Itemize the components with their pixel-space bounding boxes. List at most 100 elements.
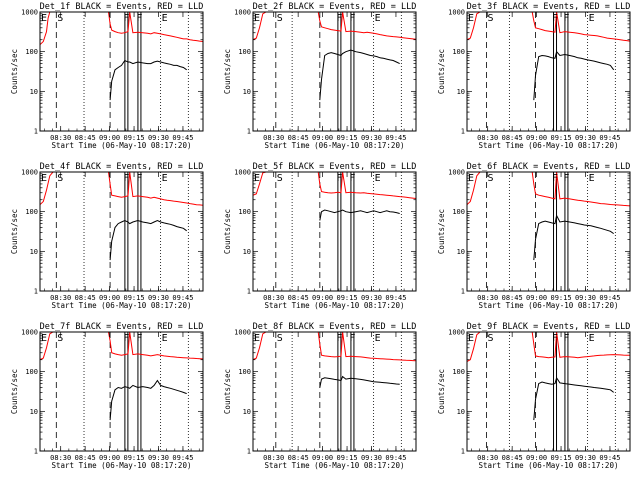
events-series-line	[533, 213, 614, 261]
y-tick-label: 10	[457, 408, 465, 416]
x-tick-label: 08:30	[50, 294, 71, 302]
y-tick-label: 1000	[234, 169, 251, 177]
y-tick-label: 100	[25, 48, 38, 56]
x-tick-label: 09:15	[124, 294, 145, 302]
x-tick-label: 09:00	[99, 134, 120, 142]
marker-label: S	[488, 173, 494, 184]
y-tick-label: 10	[457, 88, 465, 96]
marker-label: F	[349, 13, 355, 24]
marker-label: F	[136, 173, 142, 184]
x-tick-label: 08:45	[288, 294, 309, 302]
y-tick-label: 1000	[448, 169, 465, 177]
chart-title: Det_1f BLACK = Events, RED = LLD	[40, 2, 204, 12]
plot-frame	[39, 171, 204, 292]
marker-label: E	[589, 173, 595, 184]
chart-title: Det_5f BLACK = Events, RED = LLD	[253, 162, 417, 172]
chart-title: Det_9f BLACK = Events, RED = LLD	[467, 322, 631, 332]
x-tick-label: 09:45	[172, 294, 193, 302]
x-tick-label: 09:45	[599, 134, 620, 142]
marker-label: F	[136, 333, 142, 344]
x-tick-label: 09:30	[361, 134, 382, 142]
marker-label: S	[57, 333, 63, 344]
y-tick-label: 100	[238, 208, 251, 216]
events-series-line	[109, 59, 187, 101]
y-tick-label: 1000	[448, 329, 465, 337]
marker-label: F	[123, 13, 129, 24]
x-tick-label: 09:45	[172, 134, 193, 142]
marker-label: E	[41, 13, 47, 24]
x-tick-label: 08:30	[50, 134, 71, 142]
x-tick-label: 09:15	[551, 134, 572, 142]
y-axis-label: Counts/sec	[223, 369, 232, 414]
marker-label: E	[254, 333, 260, 344]
y-tick-label: 100	[25, 208, 38, 216]
y-tick-label: 10	[243, 248, 251, 256]
y-tick-label: 1	[34, 448, 38, 456]
x-tick-label: 09:15	[337, 454, 358, 462]
x-tick-label: 09:00	[99, 294, 120, 302]
marker-label: F	[563, 13, 569, 24]
marker-label: F	[349, 173, 355, 184]
x-axis-label: Start Time (06-May-10 08:17:20)	[265, 301, 405, 310]
marker-label: S	[277, 13, 283, 24]
chart-title: Det_2f BLACK = Events, RED = LLD	[253, 2, 417, 12]
x-tick-label: 09:45	[599, 294, 620, 302]
events-series-line	[109, 219, 188, 261]
x-tick-label: 09:45	[385, 294, 406, 302]
events-series-line	[319, 49, 400, 101]
x-tick-label: 08:45	[288, 134, 309, 142]
x-tick-label: 09:45	[385, 454, 406, 462]
marker-label: F	[552, 333, 558, 344]
x-tick-label: 09:15	[124, 454, 145, 462]
chart-title: Det_4f BLACK = Events, RED = LLD	[40, 162, 204, 172]
y-axis-label: Counts/sec	[437, 209, 446, 254]
y-axis-label: Counts/sec	[10, 209, 19, 254]
y-tick-label: 100	[238, 48, 251, 56]
y-tick-label: 1000	[21, 9, 38, 17]
y-axis-label: Counts/sec	[10, 369, 19, 414]
x-tick-label: 08:45	[502, 294, 523, 302]
marker-label: F	[563, 173, 569, 184]
x-tick-label: 09:00	[526, 454, 547, 462]
x-tick-label: 09:00	[312, 134, 333, 142]
x-tick-label: 08:30	[263, 454, 284, 462]
marker-label: F	[123, 173, 129, 184]
marker-label: F	[336, 13, 342, 24]
x-tick-label: 08:45	[502, 454, 523, 462]
plot-frame	[466, 171, 631, 292]
events-series-line	[533, 50, 615, 101]
x-tick-label: 08:30	[477, 294, 498, 302]
x-tick-label: 08:30	[263, 134, 284, 142]
y-tick-label: 1	[247, 128, 251, 136]
y-axis-label: Counts/sec	[10, 49, 19, 94]
x-tick-label: 08:45	[288, 454, 309, 462]
x-tick-label: 09:30	[575, 454, 596, 462]
x-tick-label: 09:00	[312, 454, 333, 462]
plot-frame	[466, 331, 631, 452]
y-tick-label: 10	[30, 88, 38, 96]
marker-label: E	[162, 173, 168, 184]
y-tick-label: 100	[452, 48, 465, 56]
x-tick-label: 09:00	[526, 294, 547, 302]
plot-frame	[466, 11, 631, 132]
plot-frame	[252, 331, 417, 452]
marker-label: E	[589, 333, 595, 344]
y-tick-label: 1	[34, 288, 38, 296]
marker-label: S	[57, 173, 63, 184]
marker-label: S	[488, 333, 494, 344]
marker-label: F	[336, 333, 342, 344]
chart-title: Det_6f BLACK = Events, RED = LLD	[467, 162, 631, 172]
marker-label: E	[468, 13, 474, 24]
y-tick-label: 100	[452, 368, 465, 376]
y-tick-label: 100	[238, 368, 251, 376]
x-tick-label: 09:30	[148, 454, 169, 462]
x-tick-label: 09:45	[599, 454, 620, 462]
x-tick-label: 08:45	[75, 454, 96, 462]
plot-frame	[252, 11, 417, 132]
